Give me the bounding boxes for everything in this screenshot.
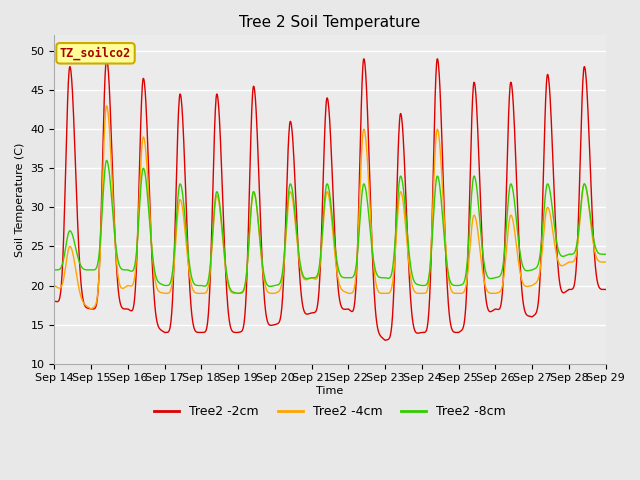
Tree2 -8cm (51, 267, 58, 273)
Tree2 -2cm (103, 56, 111, 61)
Tree2 -4cm (514, 254, 522, 260)
Line: Tree2 -8cm: Tree2 -8cm (54, 160, 605, 293)
Tree2 -2cm (532, 310, 540, 316)
Tree2 -8cm (92, 266, 100, 272)
Tree2 -2cm (220, 206, 227, 212)
X-axis label: Time: Time (316, 386, 344, 396)
Tree2 -2cm (51, 298, 58, 304)
Tree2 -4cm (372, 278, 380, 284)
Tree2 -8cm (514, 231, 522, 237)
Text: TZ_soilco2: TZ_soilco2 (60, 47, 131, 60)
Tree2 -2cm (514, 210, 522, 216)
Tree2 -2cm (175, 100, 183, 106)
Tree2 -2cm (602, 287, 609, 292)
Tree2 -4cm (92, 300, 100, 305)
Tree2 -8cm (234, 290, 242, 296)
Tree2 -8cm (175, 185, 183, 191)
Tree2 -4cm (602, 259, 609, 265)
Legend: Tree2 -2cm, Tree2 -4cm, Tree2 -8cm: Tree2 -2cm, Tree2 -4cm, Tree2 -8cm (149, 400, 511, 423)
Tree2 -4cm (87, 306, 95, 312)
Tree2 -8cm (372, 268, 380, 274)
Line: Tree2 -2cm: Tree2 -2cm (54, 59, 605, 340)
Tree2 -2cm (381, 337, 389, 343)
Tree2 -2cm (371, 305, 379, 311)
Tree2 -8cm (220, 236, 227, 242)
Tree2 -4cm (103, 103, 111, 108)
Title: Tree 2 Soil Temperature: Tree 2 Soil Temperature (239, 15, 420, 30)
Tree2 -4cm (51, 283, 58, 288)
Tree2 -8cm (532, 265, 540, 271)
Tree2 -8cm (602, 252, 609, 257)
Tree2 -4cm (532, 280, 540, 286)
Tree2 -8cm (103, 157, 111, 163)
Tree2 -4cm (175, 198, 183, 204)
Tree2 -2cm (92, 303, 100, 309)
Y-axis label: Soil Temperature (C): Soil Temperature (C) (15, 143, 25, 257)
Line: Tree2 -4cm: Tree2 -4cm (54, 106, 605, 309)
Tree2 -4cm (220, 244, 227, 250)
